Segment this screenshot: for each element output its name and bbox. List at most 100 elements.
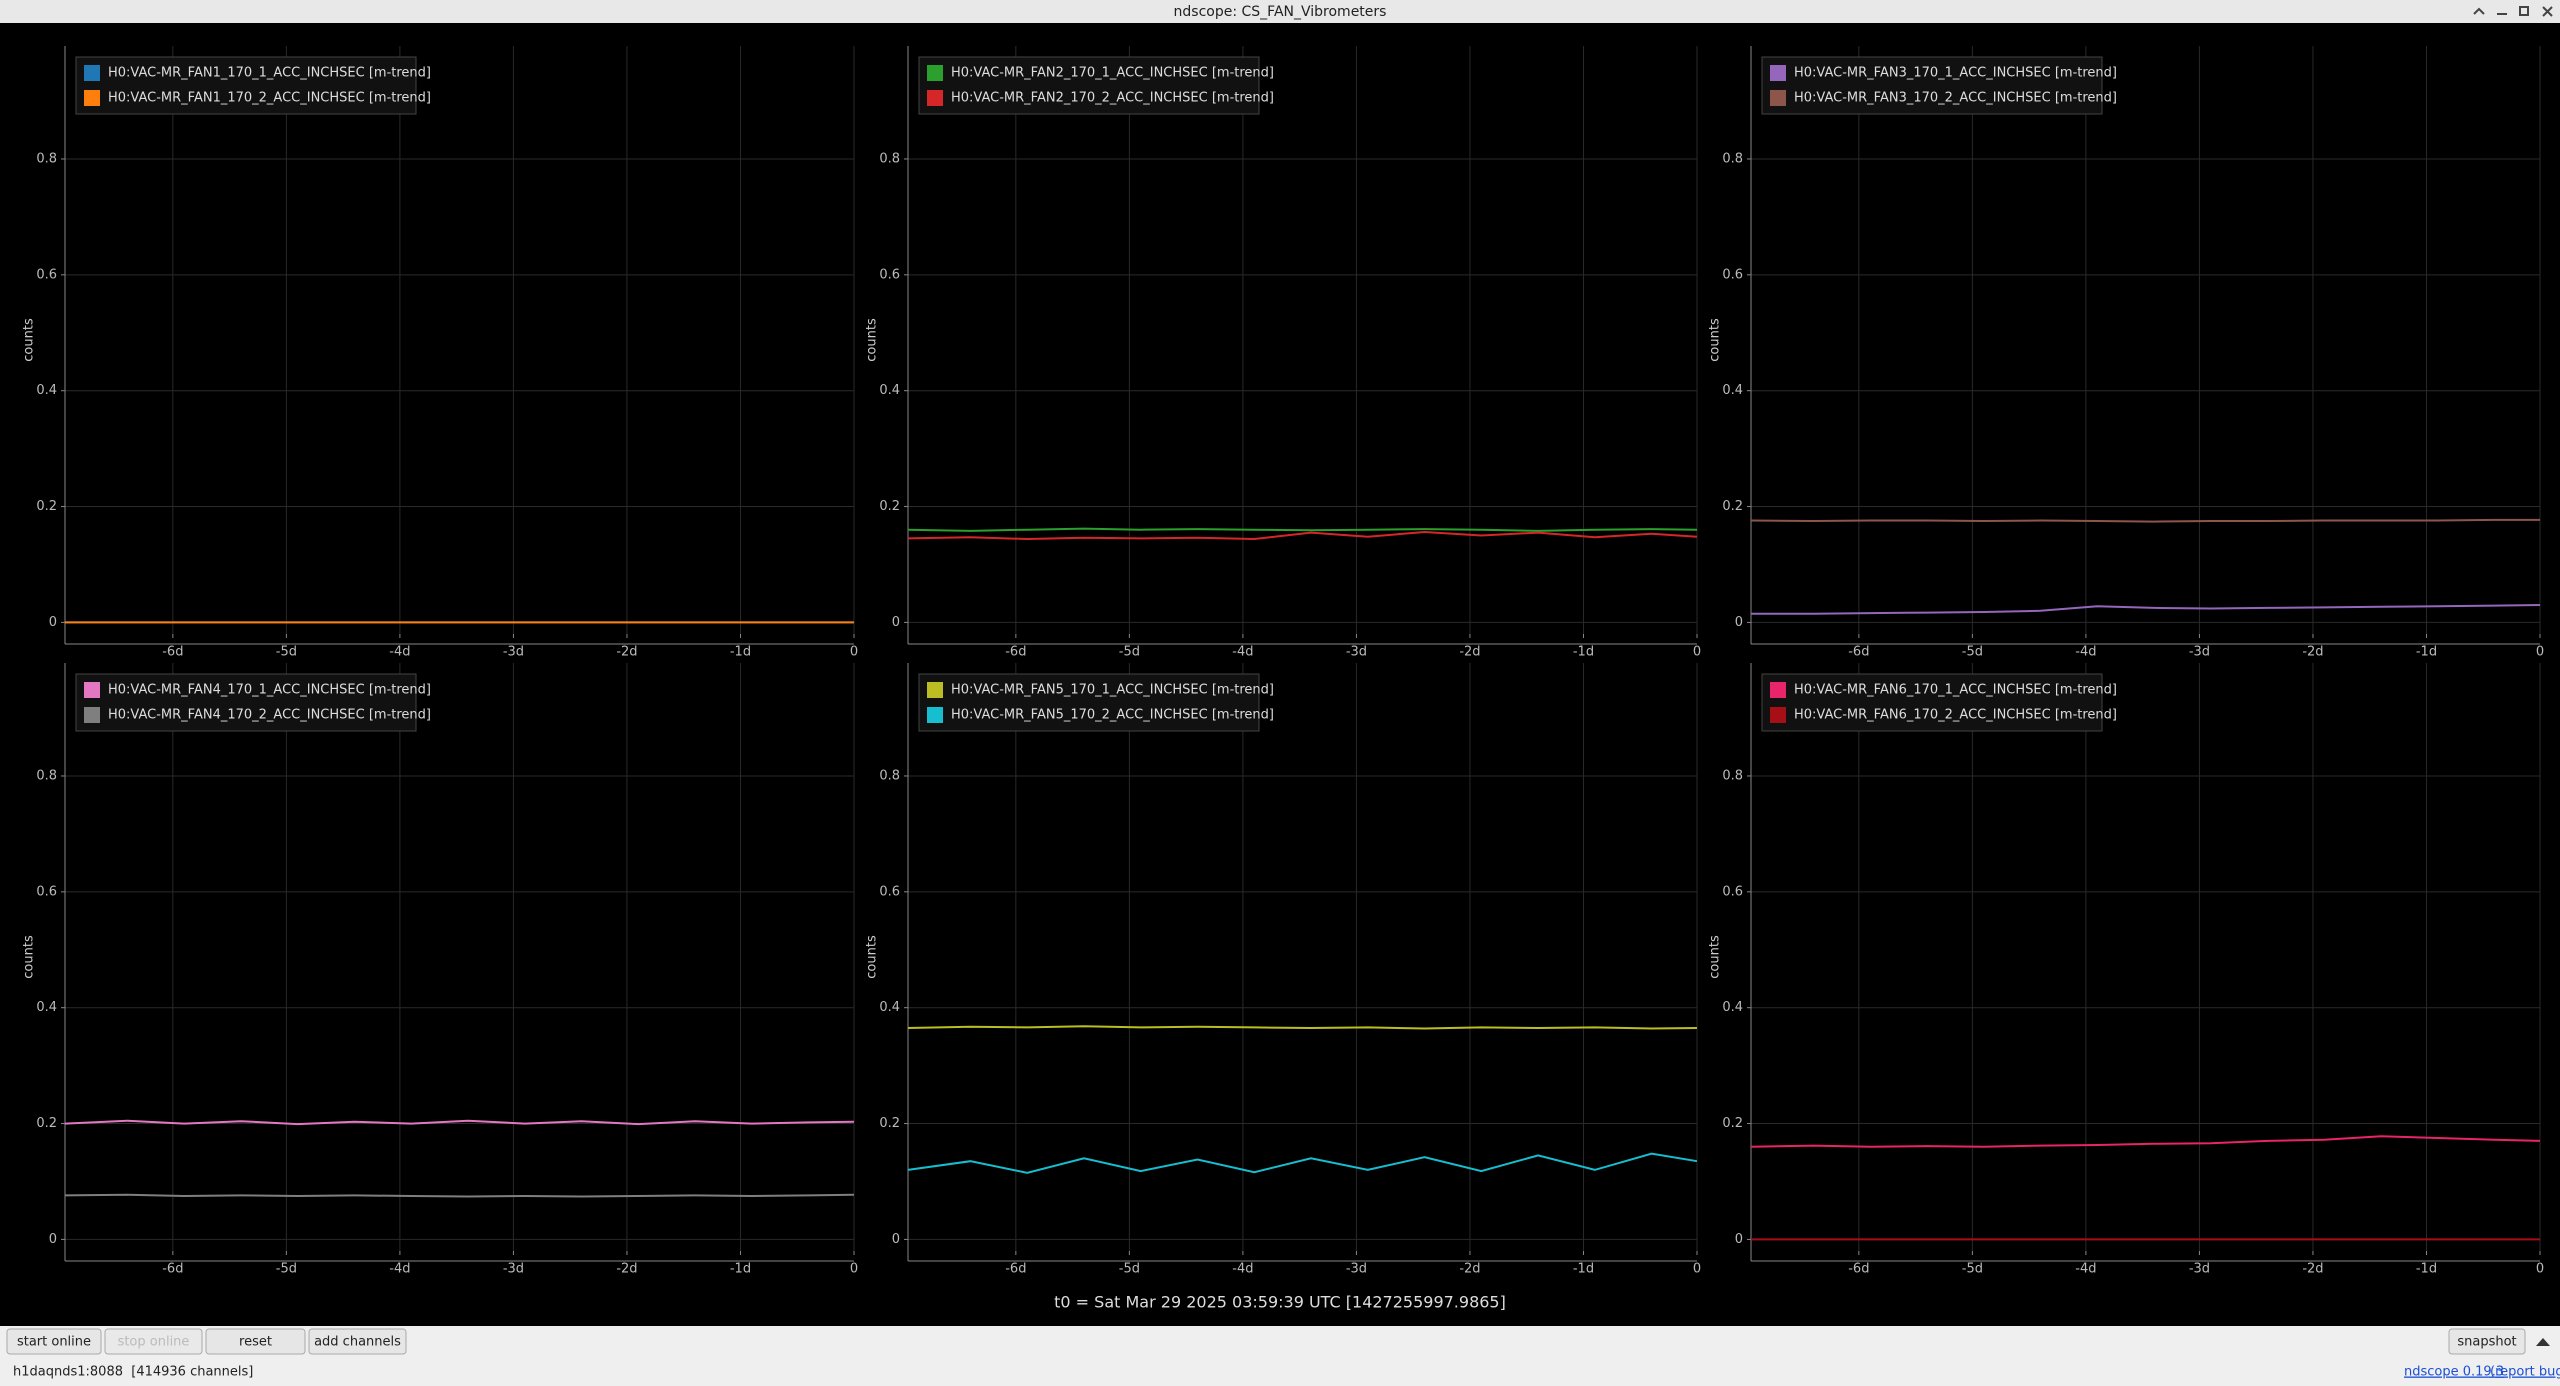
legend-label[interactable]: H0:VAC-MR_FAN2_170_2_ACC_INCHSEC [m-tren… <box>951 91 1274 106</box>
snapshot-label[interactable]: snapshot <box>2457 1335 2516 1350</box>
legend-label[interactable]: H0:VAC-MR_FAN4_170_2_ACC_INCHSEC [m-tren… <box>108 708 431 723</box>
series-line <box>1750 518 2540 523</box>
x-tick-label: -6d <box>1848 1262 1869 1277</box>
legend-swatch[interactable] <box>1770 65 1786 81</box>
toolbar-button[interactable] <box>205 1328 306 1355</box>
snapshot-button[interactable] <box>2448 1328 2526 1355</box>
x-tick-label: -6d <box>1005 645 1026 660</box>
y-tick-label: 0.8 <box>879 151 900 166</box>
legend-box <box>918 673 1260 732</box>
legend-label[interactable]: H0:VAC-MR_FAN1_170_2_ACC_INCHSEC [m-tren… <box>108 91 431 106</box>
legend-swatch[interactable] <box>84 682 100 698</box>
x-tick-label: -3d <box>503 1262 524 1277</box>
plot: 0 0.2 0.4 0.6 0.8 -6d -5d -4d -3d -2d -1d 0 counts H0… <box>1708 46 2544 660</box>
series-line <box>907 530 1698 541</box>
toolbar-button[interactable] <box>6 1328 102 1355</box>
y-axis-label: counts <box>865 935 880 979</box>
legend-box <box>75 673 417 732</box>
y-tick-label: 0.4 <box>1722 1000 1743 1015</box>
x-tick-label: -6d <box>162 1262 183 1277</box>
x-tick-label: -5d <box>276 1262 297 1277</box>
legend-swatch[interactable] <box>927 65 943 81</box>
y-tick-label: 0 <box>892 1232 900 1247</box>
x-tick-label: -5d <box>1962 645 1983 660</box>
legend-swatch[interactable] <box>927 90 943 106</box>
x-tick-label: -1d <box>1573 645 1594 660</box>
x-tick-label: -4d <box>2075 1262 2096 1277</box>
legend-swatch[interactable] <box>927 682 943 698</box>
y-tick-label: 0 <box>892 615 900 630</box>
report-bug-link[interactable]: (report bug) <box>2490 1365 2560 1380</box>
x-tick-label: -1d <box>2416 1262 2437 1277</box>
x-tick-label: -1d <box>730 1262 751 1277</box>
x-tick-label: -4d <box>2075 645 2096 660</box>
x-tick-label: -4d <box>1232 645 1253 660</box>
legend-swatch[interactable] <box>1770 90 1786 106</box>
y-axis-label: counts <box>1708 935 1723 979</box>
y-tick-label: 0.6 <box>36 267 57 282</box>
x-tick-label: -5d <box>1119 1262 1140 1277</box>
expand-toggle[interactable] <box>2536 1338 2550 1346</box>
y-tick-label: 0 <box>1735 1232 1743 1247</box>
version-link[interactable]: ndscope 0.19.3 <box>2404 1365 2504 1380</box>
plot: 0 0.2 0.4 0.6 0.8 -6d -5d -4d -3d -2d -1d 0 counts H0… <box>865 663 1701 1277</box>
legend-label[interactable]: H0:VAC-MR_FAN6_170_2_ACC_INCHSEC [m-tren… <box>1794 708 2117 723</box>
x-tick-label: -4d <box>389 1262 410 1277</box>
legend-swatch[interactable] <box>1770 707 1786 723</box>
window-controls[interactable] <box>2473 6 2553 17</box>
y-tick-label: 0.4 <box>36 383 57 398</box>
x-tick-label: -1d <box>1573 1262 1594 1277</box>
legend-swatch[interactable] <box>927 707 943 723</box>
title-bar <box>0 0 2560 23</box>
legend-swatch[interactable] <box>84 707 100 723</box>
toolbar-button-label[interactable]: start online <box>17 1335 91 1350</box>
plot: 0 0.2 0.4 0.6 0.8 -6d -5d -4d -3d -2d -1d 0 counts H0… <box>22 46 858 660</box>
y-tick-label: 0.6 <box>879 884 900 899</box>
legend-label[interactable]: H0:VAC-MR_FAN2_170_1_ACC_INCHSEC [m-tren… <box>951 66 1274 81</box>
legend-label[interactable]: H0:VAC-MR_FAN5_170_2_ACC_INCHSEC [m-tren… <box>951 708 1274 723</box>
toolbar-button-label[interactable]: reset <box>239 1335 272 1350</box>
legend-swatch[interactable] <box>84 65 100 81</box>
legend-swatch[interactable] <box>84 90 100 106</box>
x-tick-label: -2d <box>1459 1262 1480 1277</box>
x-tick-label: -4d <box>1232 1262 1253 1277</box>
window-title: ndscope: CS_FAN_Vibrometers <box>1174 4 1387 20</box>
toolbar-button[interactable] <box>308 1328 407 1355</box>
y-tick-label: 0.2 <box>36 499 57 514</box>
x-tick-label: -3d <box>1346 645 1367 660</box>
y-axis-label: counts <box>22 318 37 362</box>
x-tick-label: -1d <box>2416 645 2437 660</box>
legend-label[interactable]: H0:VAC-MR_FAN5_170_1_ACC_INCHSEC [m-tren… <box>951 683 1274 698</box>
legend-label[interactable]: H0:VAC-MR_FAN1_170_1_ACC_INCHSEC [m-tren… <box>108 66 431 81</box>
legend-label[interactable]: H0:VAC-MR_FAN4_170_1_ACC_INCHSEC [m-tren… <box>108 683 431 698</box>
x-tick-label: -2d <box>2302 645 2323 660</box>
x-tick-label: -2d <box>616 1262 637 1277</box>
y-tick-label: 0.6 <box>1722 267 1743 282</box>
y-tick-label: 0.4 <box>36 1000 57 1015</box>
y-axis-label: counts <box>1708 318 1723 362</box>
legend-swatch[interactable] <box>1770 682 1786 698</box>
legend-box <box>918 56 1260 115</box>
y-tick-label: 0.6 <box>879 267 900 282</box>
y-tick-label: 0.4 <box>1722 383 1743 398</box>
x-tick-label: 0 <box>850 1262 858 1277</box>
plot: 0 0.2 0.4 0.6 0.8 -6d -5d -4d -3d -2d -1d 0 counts H0… <box>1708 663 2544 1277</box>
y-tick-label: 0.4 <box>879 383 900 398</box>
legend-label[interactable]: H0:VAC-MR_FAN3_170_2_ACC_INCHSEC [m-tren… <box>1794 91 2117 106</box>
x-tick-label: 0 <box>1693 645 1701 660</box>
legend-label[interactable]: H0:VAC-MR_FAN6_170_1_ACC_INCHSEC [m-tren… <box>1794 683 2117 698</box>
x-tick-label: -1d <box>730 645 751 660</box>
x-tick-label: -2d <box>2302 1262 2323 1277</box>
y-tick-label: 0.8 <box>879 768 900 783</box>
legend-label[interactable]: H0:VAC-MR_FAN3_170_1_ACC_INCHSEC [m-tren… <box>1794 66 2117 81</box>
y-tick-label: 0.6 <box>36 884 57 899</box>
y-tick-label: 0.2 <box>1722 1116 1743 1131</box>
y-tick-label: 0.2 <box>36 1116 57 1131</box>
plot: 0 0.2 0.4 0.6 0.8 -6d -5d -4d -3d -2d -1d 0 counts H0… <box>865 46 1701 660</box>
y-tick-label: 0.2 <box>879 499 900 514</box>
toolbar-button-label[interactable]: add channels <box>314 1335 401 1350</box>
y-tick-label: 0.8 <box>1722 768 1743 783</box>
toolbar-button <box>104 1328 203 1355</box>
y-axis-label: counts <box>22 935 37 979</box>
